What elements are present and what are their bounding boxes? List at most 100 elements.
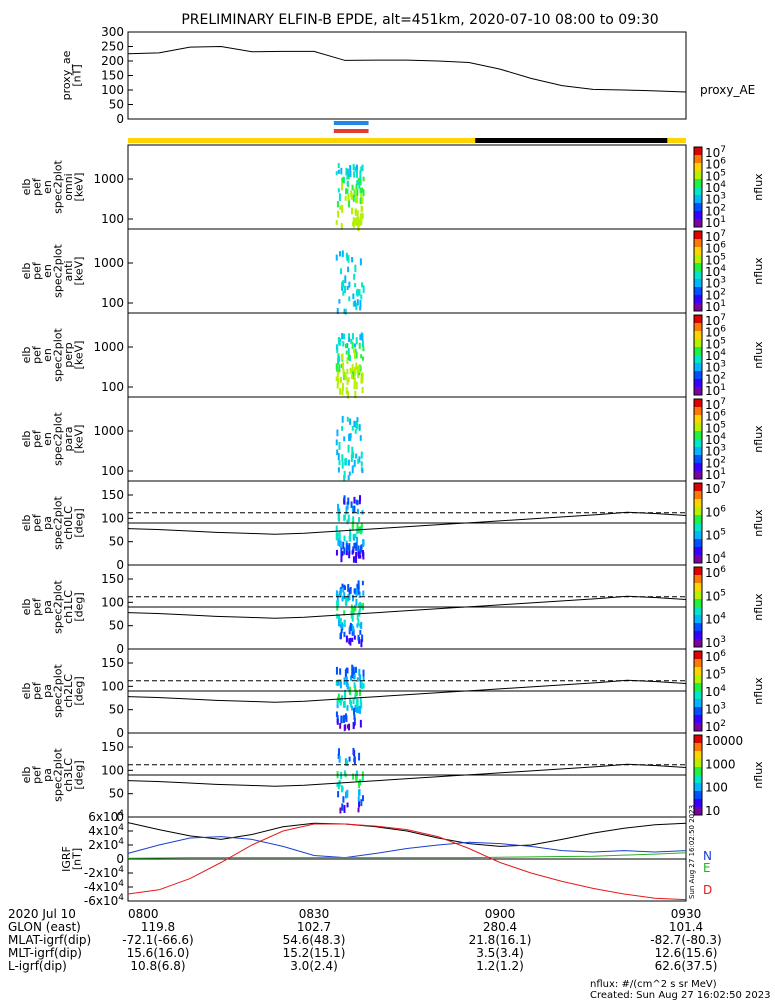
proxy-ae-line bbox=[127, 45, 687, 93]
spec_para-cell bbox=[356, 421, 359, 430]
ephem-time: 0930 bbox=[671, 907, 702, 921]
spec_omni-ytick-label: 100 bbox=[101, 212, 124, 226]
pa_ch0-cell bbox=[348, 551, 351, 559]
spec_omni-cell bbox=[355, 170, 358, 178]
ephem-value: 21.8(16.1) bbox=[469, 933, 532, 947]
colorbar-cell bbox=[694, 189, 702, 193]
pa_ch3-cell bbox=[339, 807, 342, 814]
pa_ch0-cell bbox=[352, 520, 355, 527]
spec_anti-cell bbox=[341, 286, 344, 291]
colorbar-cell bbox=[694, 756, 702, 760]
pa_ch0-cell bbox=[352, 556, 355, 563]
igrf-series-line bbox=[127, 823, 687, 901]
spec_para-axes bbox=[127, 396, 687, 482]
pa_ch2-cell bbox=[350, 700, 353, 708]
spec_omni-cell bbox=[352, 163, 355, 171]
colorbar-cell bbox=[694, 305, 702, 309]
pa_ch2-cell bbox=[344, 724, 347, 730]
colorbar-cell bbox=[694, 197, 702, 201]
spec_para-ytick-label: 100 bbox=[101, 464, 124, 478]
pa_ch2-cell bbox=[358, 668, 361, 676]
pa_ch2-ylabel: [deg] bbox=[73, 676, 86, 705]
spec_anti-ylabel: spec2plot bbox=[52, 244, 65, 298]
spec_perp-cell bbox=[344, 373, 347, 381]
colorbar-tick-label: 106 bbox=[705, 565, 726, 580]
spec_anti-ylabel: [keV] bbox=[73, 257, 86, 286]
igrf-ytick-label: 4x104 bbox=[88, 823, 124, 838]
spec_perp-cell bbox=[362, 356, 365, 361]
igrf-ytick-label: 2x104 bbox=[88, 837, 124, 852]
pa_ch1-cell bbox=[361, 634, 364, 642]
colorbar-tick-label: 105 bbox=[705, 667, 726, 682]
colorbar-cell bbox=[694, 775, 702, 779]
pa_ch2-loss-cone-solid bbox=[127, 679, 687, 703]
spec_para-cell bbox=[341, 415, 344, 423]
spec_anti-cell bbox=[348, 281, 351, 288]
colorbar-tick-label: 102 bbox=[705, 719, 726, 734]
pa_ch0-cell bbox=[350, 501, 353, 508]
spec_anti-cell bbox=[354, 264, 357, 273]
pa_ch3-ylabel: ch3LC bbox=[62, 758, 75, 792]
pa_ch0-cell bbox=[356, 522, 359, 531]
spec_para-ylabel: [keV] bbox=[73, 425, 86, 454]
colorbar-cell bbox=[694, 569, 702, 573]
igrf-ytick-label: -6x104 bbox=[84, 893, 124, 908]
pa_ch0-cell bbox=[357, 551, 360, 557]
pa_ch0-cell bbox=[335, 549, 338, 556]
spec_omni-cell bbox=[361, 212, 364, 219]
pa_ch1-ylabel: pef bbox=[31, 597, 44, 616]
spec_omni-ylabel: en bbox=[41, 180, 54, 194]
spec_anti-axes bbox=[127, 228, 687, 314]
colorbar-cell bbox=[694, 636, 702, 640]
colorbar-cell bbox=[694, 392, 702, 396]
pa_ch3-cell bbox=[358, 780, 361, 789]
pa_ch2-cell bbox=[353, 673, 356, 679]
colorbar-cell bbox=[694, 572, 702, 576]
pa_ch1-cell bbox=[341, 595, 344, 602]
spec_omni-cell bbox=[337, 210, 340, 218]
pa_ch0-ytick-label: 150 bbox=[101, 488, 124, 502]
spec_anti-ylabel: en bbox=[41, 264, 54, 278]
spec_anti-cell bbox=[346, 285, 349, 291]
igrf-ytick-label: -2x104 bbox=[84, 865, 124, 880]
colorbar-tick-label: 1000 bbox=[705, 757, 736, 771]
pa_ch3-loss-cone-solid bbox=[127, 763, 687, 787]
spec_anti-cell bbox=[347, 266, 350, 273]
colorbar-cell bbox=[694, 512, 702, 516]
pa_ch2-cell bbox=[353, 717, 356, 726]
colorbar-cell bbox=[694, 349, 702, 353]
pa_ch2-cell bbox=[352, 722, 355, 728]
spec_omni-cell bbox=[359, 187, 362, 194]
pa_ch0-cell bbox=[348, 546, 351, 555]
pa_ch1-cell bbox=[356, 614, 359, 620]
colorbar-cell bbox=[694, 536, 702, 540]
colorbar-cell bbox=[694, 641, 702, 645]
spec_anti-cell bbox=[354, 283, 357, 288]
spec_perp-cell bbox=[353, 348, 356, 354]
colorbar-cell bbox=[694, 468, 702, 472]
spec_perp-ylabel: pef bbox=[31, 345, 44, 364]
colorbar-cell bbox=[694, 287, 702, 291]
spec_omni-cell bbox=[355, 183, 358, 190]
colorbar-cell bbox=[694, 331, 702, 335]
colorbar-cell bbox=[694, 644, 702, 648]
ephem-value: -72.1(-66.6) bbox=[122, 933, 193, 947]
colorbar-cell bbox=[694, 735, 702, 739]
pa_ch1-cell bbox=[357, 580, 360, 586]
spec_anti-cell bbox=[341, 250, 344, 257]
spec_perp-axes bbox=[127, 312, 687, 398]
pa_ch0-cell bbox=[340, 554, 343, 563]
proxy-ae-ylabel: [nT] bbox=[71, 64, 84, 86]
pa_ch0-cell bbox=[353, 505, 356, 513]
spec_anti-ylabel: pef bbox=[31, 261, 44, 280]
pa_ch3-cell bbox=[346, 789, 349, 798]
colorbar-cell bbox=[694, 599, 702, 603]
spec_perp-cell bbox=[337, 377, 340, 385]
orbit-bar-yellow bbox=[128, 138, 476, 143]
colorbar-cell bbox=[694, 677, 702, 681]
ephem-value: 101.4 bbox=[669, 920, 703, 934]
spec_anti-cell bbox=[360, 294, 363, 300]
pa_ch1-cell bbox=[336, 594, 339, 601]
colorbar-cell bbox=[694, 596, 702, 600]
